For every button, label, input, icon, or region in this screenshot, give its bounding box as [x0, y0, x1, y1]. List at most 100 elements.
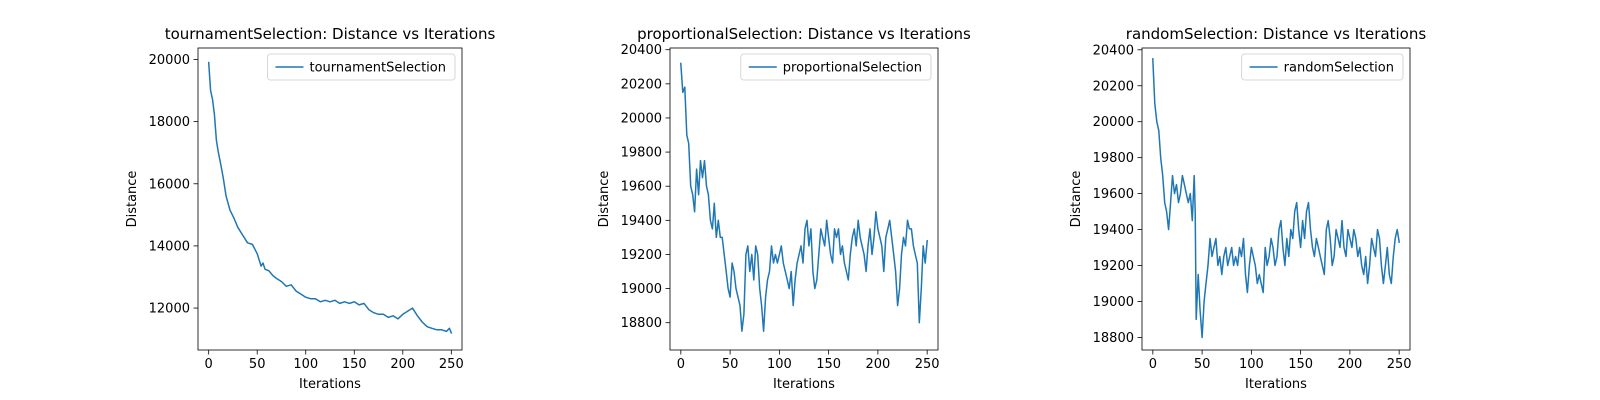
y-tick-label: 14000: [149, 239, 190, 254]
series-line-0: [680, 62, 929, 332]
x-tick-label: 200: [865, 357, 890, 372]
y-tick-label: 20000: [1093, 115, 1134, 130]
y-tick: 19000: [1093, 295, 1142, 310]
x-tick-label: 100: [767, 357, 792, 372]
x-tick-label: 50: [1194, 357, 1211, 372]
y-tick-label: 19400: [621, 214, 662, 229]
x-tick: 0: [677, 350, 685, 372]
x-tick-label: 200: [1337, 357, 1362, 372]
x-tick: 50: [249, 350, 266, 372]
x-tick-label: 100: [293, 357, 318, 372]
x-axis-label: Iterations: [773, 377, 835, 392]
y-tick: 19800: [621, 146, 670, 161]
legend-label: tournamentSelection: [309, 61, 446, 76]
y-tick: 19800: [1093, 151, 1142, 166]
x-tick: 200: [390, 350, 415, 372]
x-tick: 150: [816, 350, 841, 372]
y-tick-label: 12000: [149, 302, 190, 317]
y-axis-label: Distance: [125, 171, 140, 228]
x-tick-label: 0: [205, 357, 213, 372]
y-axis-label: Distance: [1069, 171, 1084, 228]
x-tick-label: 200: [390, 357, 415, 372]
plot-area: [669, 47, 939, 351]
x-tick: 250: [439, 350, 464, 372]
plot-area: [1141, 47, 1411, 351]
x-tick: 150: [1288, 350, 1313, 372]
x-tick-label: 150: [816, 357, 841, 372]
y-tick-label: 19200: [1093, 259, 1134, 274]
plot-area: [197, 47, 463, 351]
x-tick: 0: [205, 350, 213, 372]
series-line-0: [1152, 58, 1401, 339]
y-tick-label: 20000: [621, 111, 662, 126]
y-tick: 20400: [621, 43, 670, 58]
y-tick: 20400: [1093, 43, 1142, 58]
x-tick-label: 0: [677, 357, 685, 372]
x-tick: 50: [1194, 350, 1211, 372]
y-tick: 20000: [621, 111, 670, 126]
x-tick: 0: [1149, 350, 1157, 372]
x-tick-label: 50: [249, 357, 266, 372]
x-tick-label: 150: [342, 357, 367, 372]
y-tick-label: 19200: [621, 248, 662, 263]
y-tick-label: 19600: [1093, 187, 1134, 202]
legend-label: proportionalSelection: [783, 61, 922, 76]
x-tick: 200: [865, 350, 890, 372]
x-axis-label: Iterations: [1245, 377, 1307, 392]
x-tick: 200: [1337, 350, 1362, 372]
x-tick-label: 250: [439, 357, 464, 372]
x-tick-label: 250: [915, 357, 940, 372]
x-axis-label: Iterations: [299, 377, 361, 392]
y-tick: 20000: [1093, 115, 1142, 130]
y-tick: 19200: [1093, 259, 1142, 274]
y-tick: 18800: [621, 316, 670, 331]
y-tick: 20000: [149, 53, 198, 68]
y-tick: 18000: [149, 115, 198, 130]
y-tick-label: 19400: [1093, 223, 1134, 238]
x-tick-label: 250: [1387, 357, 1412, 372]
series-line-0: [207, 61, 453, 334]
y-tick: 19600: [1093, 187, 1142, 202]
y-tick-label: 16000: [149, 177, 190, 192]
legend: randomSelection: [1241, 53, 1404, 81]
x-tick: 150: [342, 350, 367, 372]
legend-box: [267, 53, 456, 81]
y-axis-label: Distance: [597, 171, 612, 228]
legend: tournamentSelection: [267, 53, 456, 81]
legend-box: [740, 53, 932, 81]
legend-box: [1241, 53, 1404, 81]
y-tick-label: 19800: [621, 146, 662, 161]
y-tick-label: 18000: [149, 115, 190, 130]
y-tick-label: 18800: [621, 316, 662, 331]
y-tick: 19400: [621, 214, 670, 229]
x-tick-label: 100: [1239, 357, 1264, 372]
y-tick: 20200: [1093, 79, 1142, 94]
y-tick-label: 19800: [1093, 151, 1134, 166]
y-tick-label: 18800: [1093, 331, 1134, 346]
y-tick: 19400: [1093, 223, 1142, 238]
y-tick-label: 19000: [1093, 295, 1134, 310]
y-tick: 20200: [621, 77, 670, 92]
x-tick: 100: [293, 350, 318, 372]
y-tick: 19200: [621, 248, 670, 263]
x-tick: 50: [722, 350, 738, 372]
y-tick-label: 20400: [1093, 43, 1134, 58]
legend: proportionalSelection: [740, 53, 932, 81]
y-tick-label: 20200: [1093, 79, 1134, 94]
x-tick: 100: [767, 350, 792, 372]
x-tick-label: 150: [1288, 357, 1313, 372]
y-tick: 12000: [149, 302, 198, 317]
y-tick: 18800: [1093, 331, 1142, 346]
chart-panel-0: 0 50 100 150 200 250 12000 14000 16000 18000 20000…: [125, 25, 495, 392]
y-tick: 19600: [621, 180, 670, 195]
x-tick: 250: [1387, 350, 1412, 372]
x-tick: 100: [1239, 350, 1264, 372]
y-tick-label: 19000: [621, 282, 662, 297]
y-tick-label: 19600: [621, 180, 662, 195]
chart-title: proportionalSelection: Distance vs Itera…: [637, 25, 971, 43]
chart-panel-2: 0 50 100 150 200 250 18800 19000 19200 19400 19600…: [1069, 25, 1426, 392]
x-tick-label: 0: [1149, 357, 1157, 372]
y-tick-label: 20200: [621, 77, 662, 92]
y-tick-label: 20400: [621, 43, 662, 58]
